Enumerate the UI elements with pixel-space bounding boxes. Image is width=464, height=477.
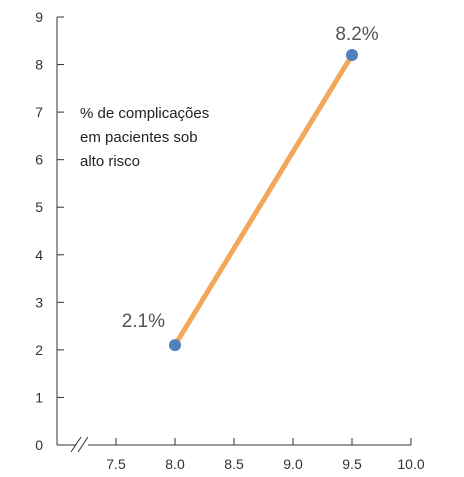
data-point [346,49,358,62]
y-tick-label: 6 [35,152,43,168]
axis-break-mark [70,436,82,453]
annotation-line: em pacientes sob [80,129,198,146]
y-tick-label: 3 [35,294,43,310]
y-tick-label: 0 [35,437,43,453]
y-tick-label: 5 [35,199,43,215]
annotation-line: % de complicações [80,105,209,122]
y-tick-label: 2 [35,342,43,358]
axes [56,17,411,453]
x-tick-label: 8.0 [165,456,185,472]
y-tick-label: 7 [35,104,43,120]
series-line [172,52,355,348]
y-tick-label: 1 [35,389,43,405]
x-tick-label: 9.0 [283,456,303,472]
y-tick-label: 4 [35,247,43,263]
ticks: 0 1 2 3 4 5 6 7 8 9 7.5 8.0 8.5 9.0 9.5 10.0 [35,9,425,472]
x-tick-label: 10.0 [397,456,424,472]
chart-annotation: % de complicações em pacientes sob alto ri… [80,105,209,170]
data-label: 2.1% [122,311,165,332]
x-tick-label: 9.5 [342,456,362,472]
axis-break-mark [77,436,89,453]
y-tick-label: 8 [35,57,43,73]
data-point [169,339,181,352]
annotation-line: alto risco [80,153,140,170]
x-tick-label: 8.5 [224,456,244,472]
y-tick-label: 9 [35,9,43,25]
data-label: 8.2% [335,24,378,45]
x-tick-label: 7.5 [106,456,126,472]
series: 2.1% 8.2% [122,24,379,352]
